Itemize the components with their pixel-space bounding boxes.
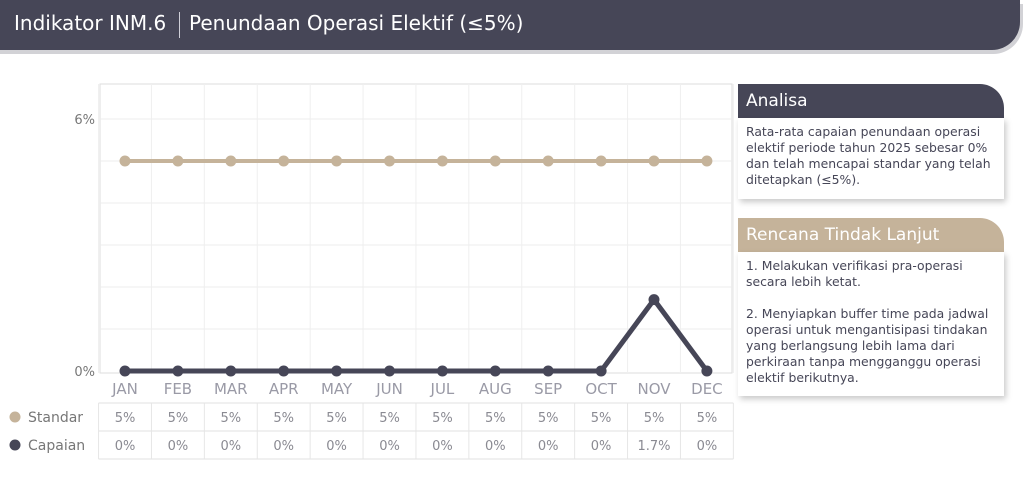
table-cell: 5% — [591, 411, 612, 426]
data-point-capaian — [225, 365, 237, 377]
data-point-capaian — [648, 294, 660, 306]
x-tick-label: JUL — [430, 380, 455, 398]
legend-label-capaian: Capaian — [28, 438, 85, 454]
legend-marker-standar — [9, 411, 21, 423]
data-point-standar — [595, 155, 607, 167]
x-tick-label: FEB — [164, 380, 192, 398]
x-tick-label: MAY — [321, 380, 353, 398]
table-cell: 5% — [538, 411, 559, 426]
table-cell: 1.7% — [637, 439, 670, 454]
data-point-capaian — [384, 365, 395, 377]
table-cell: 0% — [485, 439, 506, 454]
data-point-capaian — [119, 365, 131, 377]
table-cell: 0% — [697, 439, 718, 454]
y-tick-label: 0% — [74, 365, 95, 380]
rencana-panel: 1. Melakukan verifikasi pra-operasi seca… — [738, 252, 1004, 396]
x-tick-label: DEC — [691, 380, 723, 398]
data-point-capaian — [278, 365, 290, 377]
header-bar: Indikator INM.6 Penundaan Operasi Elekti… — [0, 0, 1020, 50]
page-title: Penundaan Operasi Elektif (≤5%) — [189, 11, 524, 35]
data-point-standar — [119, 155, 131, 167]
table-cell: 0% — [168, 439, 189, 454]
data-point-capaian — [489, 365, 501, 377]
table-cell: 0% — [115, 439, 136, 454]
data-point-capaian — [595, 365, 607, 377]
table-cell: 0% — [220, 439, 241, 454]
x-tick-label: APR — [269, 380, 299, 398]
table-cell: 5% — [432, 411, 453, 426]
data-point-standar — [701, 155, 713, 167]
legend-marker-capaian — [9, 439, 21, 451]
x-tick-label: MAR — [214, 380, 248, 398]
data-point-standar — [489, 155, 501, 167]
table-cell: 0% — [591, 439, 612, 454]
data-point-capaian — [331, 365, 343, 377]
table-cell: 0% — [326, 439, 347, 454]
table-cell: 5% — [697, 411, 718, 426]
analisa-text: Rata-rata capaian penundaan operasi elek… — [746, 124, 991, 187]
indicator-code: Indikator INM.6 — [14, 11, 167, 35]
x-tick-label: OCT — [585, 380, 617, 398]
table-cell: 0% — [432, 439, 453, 454]
table-cell: 0% — [538, 439, 559, 454]
table-cell: 5% — [326, 411, 347, 426]
data-point-standar — [331, 155, 343, 167]
data-point-standar — [648, 155, 660, 167]
data-point-standar — [542, 155, 554, 167]
x-tick-label: JUN — [375, 380, 403, 398]
data-point-capaian — [542, 365, 554, 377]
title-divider — [179, 12, 180, 38]
rencana-title: Rencana Tindak Lanjut — [746, 225, 940, 245]
analisa-heading: Analisa — [738, 84, 1004, 118]
data-point-standar — [278, 155, 290, 167]
data-point-standar — [225, 155, 237, 167]
series-line-capaian — [125, 297, 709, 374]
table-cell: 5% — [168, 411, 189, 426]
data-point-capaian — [436, 365, 448, 377]
analisa-panel: Rata-rata capaian penundaan operasi elek… — [738, 118, 1004, 199]
rencana-heading: Rencana Tindak Lanjut — [738, 218, 1004, 252]
table-cell: 5% — [485, 411, 506, 426]
analisa-title: Analisa — [746, 91, 808, 111]
x-tick-label: NOV — [637, 380, 671, 398]
x-tick-label: AUG — [479, 380, 512, 398]
legend-label-standar: Standar — [28, 410, 83, 426]
rencana-item-2: 2. Menyiapkan buffer time pada jadwal op… — [746, 306, 989, 385]
y-tick-label: 6% — [74, 113, 95, 128]
table-cell: 5% — [379, 411, 400, 426]
table-cell: 5% — [273, 411, 294, 426]
data-point-capaian — [701, 365, 713, 377]
data-point-standar — [384, 155, 395, 167]
x-tick-label: SEP — [534, 380, 562, 398]
table-cell: 5% — [220, 411, 241, 426]
x-tick-label: JAN — [111, 380, 138, 398]
data-point-standar — [172, 155, 184, 167]
data-point-capaian — [172, 365, 184, 377]
table-cell: 0% — [379, 439, 400, 454]
table-cell: 5% — [644, 411, 665, 426]
rencana-item-1: 1. Melakukan verifikasi pra-operasi seca… — [746, 258, 963, 289]
table-cell: 5% — [115, 411, 136, 426]
data-point-standar — [436, 155, 448, 167]
table-cell: 0% — [273, 439, 294, 454]
